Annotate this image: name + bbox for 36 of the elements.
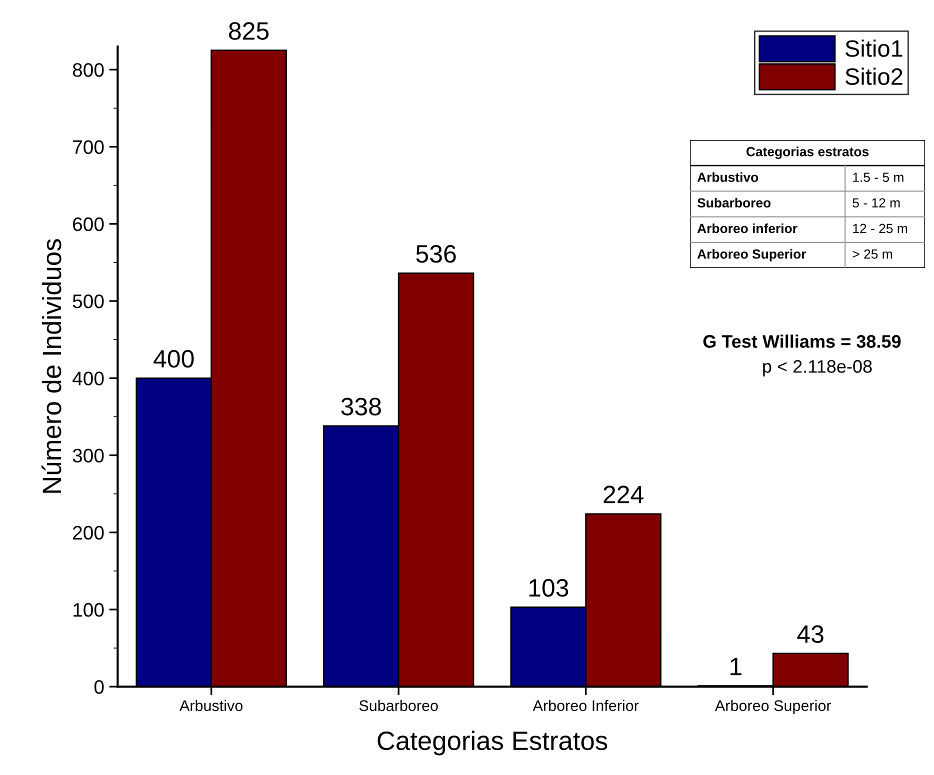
- y-tick-label: 200: [73, 526, 104, 540]
- y-tick-label: 700: [73, 140, 104, 154]
- x-tick-label: Subarboreo: [359, 700, 438, 712]
- annotation: Subarboreo: [697, 198, 771, 208]
- annotation: Arboreo inferior: [697, 223, 798, 234]
- x-tick-label: Arboreo Superior: [714, 700, 832, 714]
- y-axis-title: Número de Individuos: [42, 239, 62, 493]
- data-label: 400: [154, 350, 194, 368]
- y-tick-label: 100: [74, 602, 104, 617]
- annotation: Arbustivo: [697, 172, 758, 182]
- annotation: 1.5 - 5 m: [853, 172, 904, 182]
- annotation: G Test Williams = 38.59: [703, 334, 901, 348]
- annotation: p < 2.118e-08: [763, 360, 872, 376]
- x-axis-title: Categorias Estratos: [378, 730, 608, 756]
- annotation: 5 - 12 m: [852, 198, 900, 208]
- data-label: 825: [229, 22, 269, 40]
- y-tick-label: 300: [72, 448, 104, 463]
- y-tick-label: 600: [73, 217, 104, 232]
- y-tick-label: 0: [94, 680, 104, 694]
- legend-label: Sitio1: [845, 40, 902, 57]
- annotation: Categorias estratos: [746, 146, 869, 159]
- data-label: 103: [529, 579, 568, 597]
- data-label: 1: [730, 658, 742, 676]
- x-tick-label: Arbustivo: [180, 700, 243, 712]
- annotation: Arboreo Superior: [697, 249, 806, 262]
- y-tick-label: 800: [72, 63, 104, 77]
- annotation: > 25 m: [852, 249, 892, 259]
- data-label: 43: [797, 625, 824, 643]
- annotation: 12 - 25 m: [853, 224, 908, 234]
- x-tick-label: Arboreo Inferior: [532, 700, 639, 712]
- data-label: 338: [341, 398, 381, 416]
- data-label: 224: [604, 486, 644, 504]
- data-label: 536: [416, 245, 456, 263]
- legend-label: Sitio2: [845, 68, 902, 86]
- y-tick-label: 400: [72, 372, 104, 386]
- y-tick-label: 500: [72, 294, 104, 308]
